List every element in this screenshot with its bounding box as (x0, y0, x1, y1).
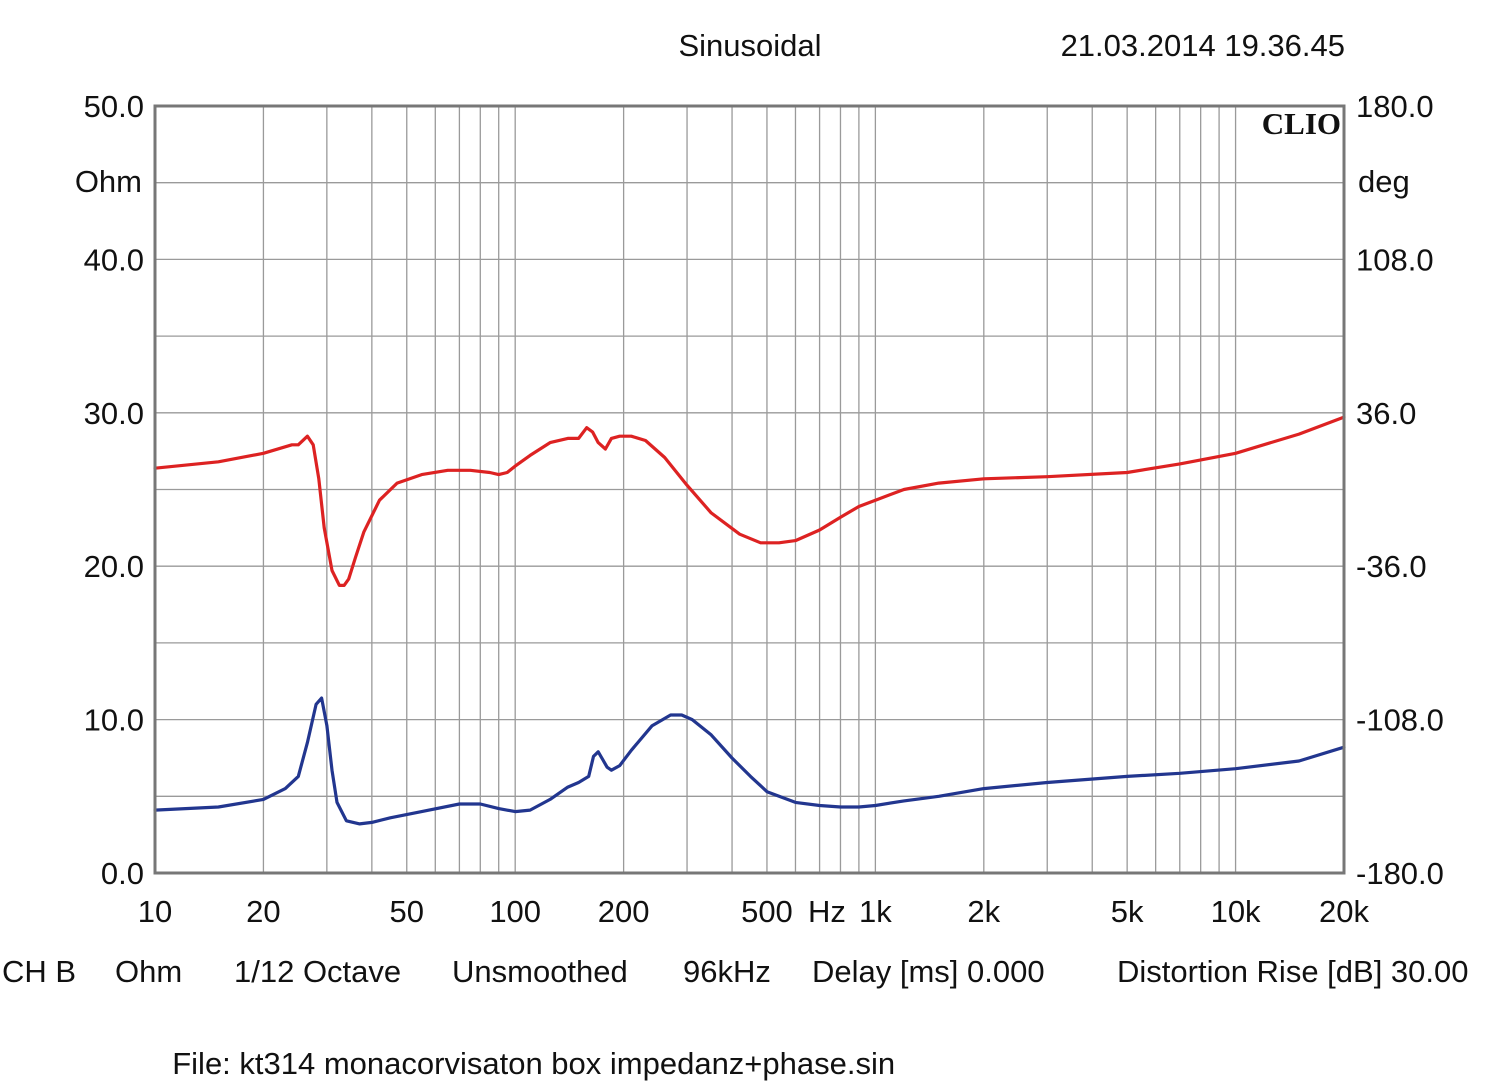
x-tick-label: 20k (1319, 894, 1369, 929)
x-tick-label: 5k (1111, 894, 1144, 929)
smoothing-label: Unsmoothed (452, 954, 628, 989)
y-right-tick-label: 36.0 (1356, 396, 1416, 431)
tick-labels: 10 20 50 100 200 500 1k 2k 5k 10k 20k 0.0 10.0 20.0 30… (84, 89, 1444, 929)
y-right-tick-label: -36.0 (1356, 549, 1427, 584)
delay-label: Delay [ms] 0.000 (812, 954, 1045, 989)
distortion-rise-label: Distortion Rise [dB] 30.00 (1117, 954, 1469, 989)
y-left-tick-label: 30.0 (84, 396, 144, 431)
y-left-tick-label: 0.0 (101, 856, 144, 891)
x-tick-label: 10k (1211, 894, 1261, 929)
y-left-tick-label: 10.0 (84, 703, 144, 738)
measurement-mode: Sinusoidal (678, 28, 821, 63)
unit-label: Ohm (115, 954, 183, 989)
grid (155, 106, 1344, 873)
x-tick-label: 1k (859, 894, 892, 929)
series-layer (153, 415, 1346, 826)
y-left-tick-label: 50.0 (84, 89, 144, 124)
resolution-label: 1/12 Octave (234, 954, 402, 989)
y-left-tick-label: 40.0 (84, 242, 144, 277)
impedance-line (153, 696, 1346, 826)
channel-label: CH B (2, 954, 77, 989)
sample-rate-label: 96kHz (683, 954, 771, 989)
x-tick-label: 50 (390, 894, 424, 929)
x-unit-label: Hz (808, 894, 846, 929)
x-tick-label: 200 (598, 894, 650, 929)
x-tick-label: 2k (967, 894, 1000, 929)
y-right-unit: deg (1358, 164, 1410, 199)
file-line: File: kt314 monacorvisaton box impedanz+… (155, 1010, 895, 1082)
clio-logo: CLIO (1262, 106, 1341, 141)
x-tick-label: 10 (138, 894, 172, 929)
y-right-tick-label: -180.0 (1356, 856, 1444, 891)
x-tick-label: 500 (741, 894, 793, 929)
y-right-tick-label: -108.0 (1356, 703, 1444, 738)
plot-frame (153, 104, 1346, 875)
x-tick-label: 100 (489, 894, 541, 929)
timestamp: 21.03.2014 19.36.45 (1061, 28, 1345, 63)
y-right-tick-label: 180.0 (1356, 89, 1434, 124)
x-tick-label: 20 (246, 894, 280, 929)
y-left-tick-label: 20.0 (84, 549, 144, 584)
file-label: File: kt314 monacorvisaton box impedanz+… (172, 1046, 896, 1081)
status-line: CH B Ohm 1/12 Octave Unsmoothed 96kHz De… (0, 948, 1500, 996)
y-left-unit: Ohm (75, 164, 142, 199)
phase-line (153, 415, 1346, 587)
y-right-tick-label: 108.0 (1356, 242, 1434, 277)
